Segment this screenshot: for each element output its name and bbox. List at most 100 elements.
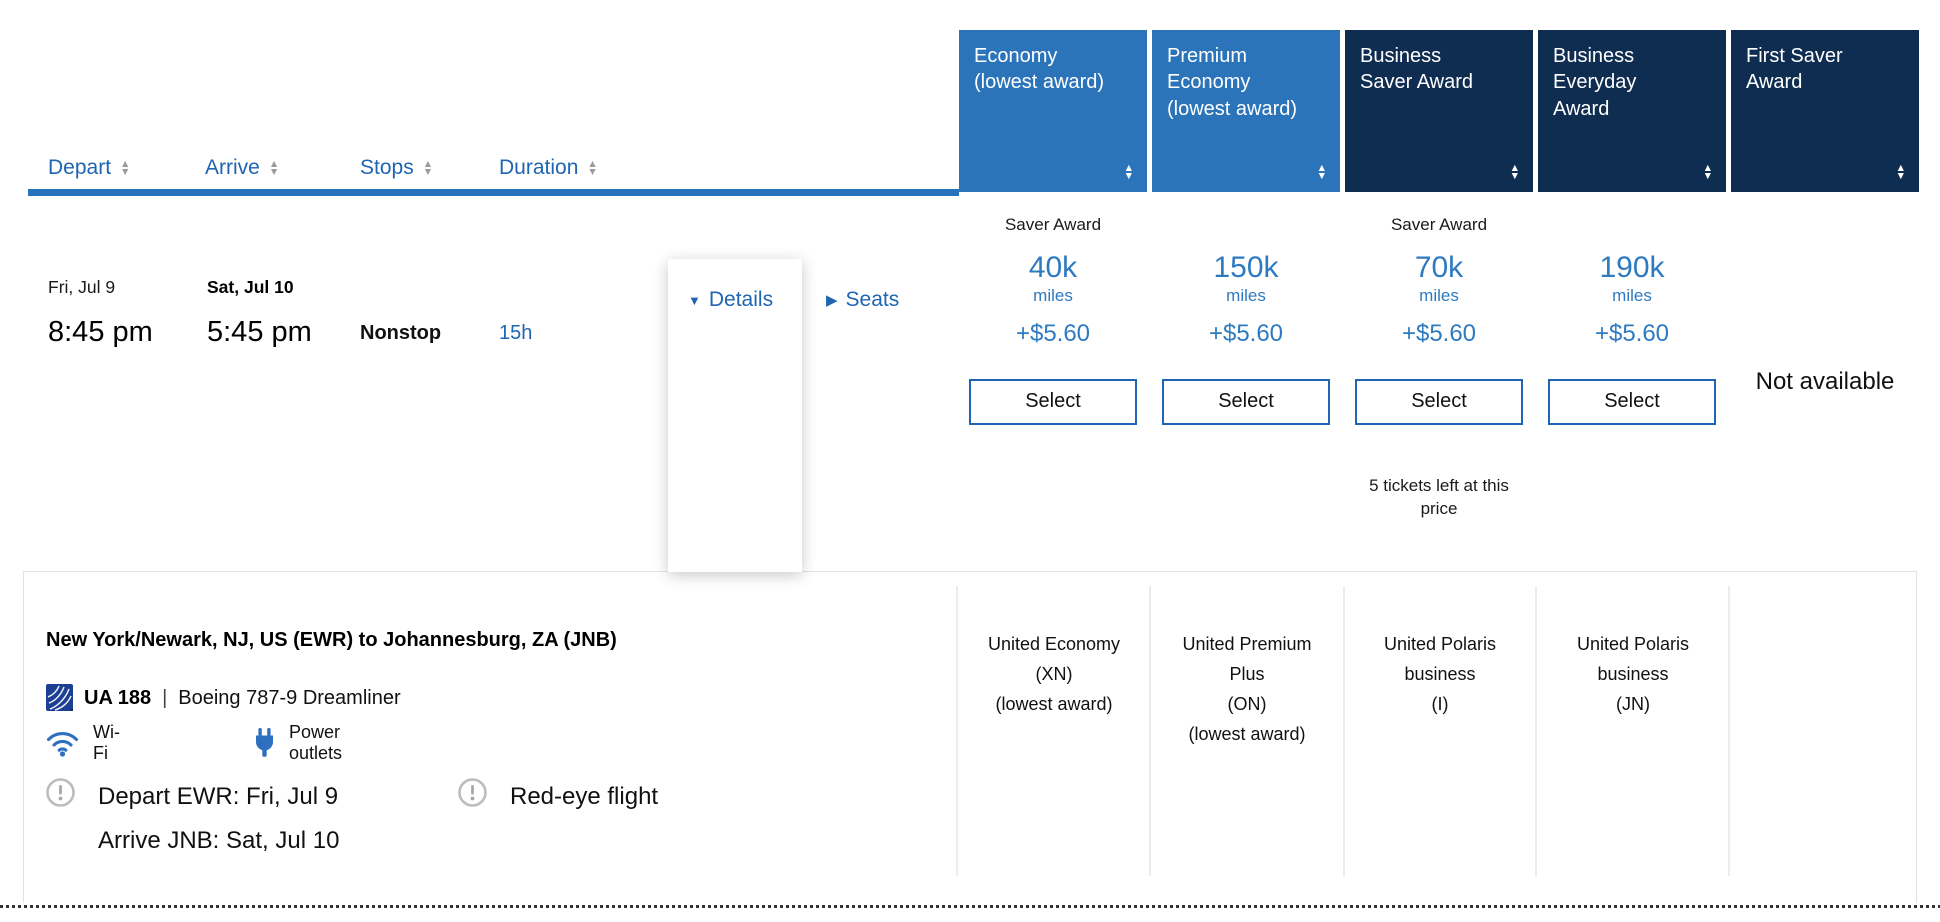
booking-class-economy: United Economy (XN) (lowest award) <box>960 629 1148 719</box>
redeye-notice: Red-eye flight <box>458 775 658 819</box>
fee-value: +$5.60 <box>1594 319 1670 347</box>
notice-line: Red-eye flight <box>510 783 659 810</box>
seats-label: Seats <box>845 288 900 311</box>
sort-arrows-icon: ▲ ▼ <box>587 157 598 178</box>
sort-arrows-icon: ▲ ▼ <box>422 157 434 178</box>
column-divider <box>1343 586 1345 876</box>
depart-date: Fri, Jul 9 <box>48 277 116 297</box>
sort-arrows-icon[interactable]: ▲ ▼ <box>1509 161 1520 182</box>
fare-cell-premium-economy: 150k miles +$5.60 Select <box>1152 215 1340 425</box>
booking-class-line: United Polaris <box>1383 634 1497 654</box>
saver-award-tag-spacer <box>1538 215 1726 241</box>
aircraft-type: Boeing 787-9 Dreamliner <box>178 686 401 709</box>
chevron-down-icon: ▼ <box>688 292 701 308</box>
arrive-time: 5:45 pm <box>207 316 312 348</box>
fare-header-economy[interactable]: Economy (lowest award) ▲ ▼ <box>959 30 1147 192</box>
miles-unit: miles <box>1033 285 1073 305</box>
miles-unit: miles <box>1419 285 1459 305</box>
amenity-label: Wi-Fi <box>93 722 120 763</box>
details-label: Details <box>708 288 774 311</box>
select-economy-button[interactable]: Select <box>969 378 1137 425</box>
miles-value: 190k <box>1599 251 1665 284</box>
booking-class-line: United Economy <box>987 634 1121 654</box>
select-business-saver-button[interactable]: Select <box>1355 378 1523 425</box>
details-dropdown-strip <box>668 259 802 572</box>
tickets-left-note: 5 tickets left at this price <box>1369 475 1509 518</box>
sort-arrive[interactable]: Arrive ▲ ▼ <box>205 156 279 180</box>
details-toggle[interactable]: ▼ Details <box>688 288 773 312</box>
sort-depart[interactable]: Depart ▲ ▼ <box>48 156 130 180</box>
booking-class-line: (JN) <box>1616 694 1650 714</box>
booking-class-line: (lowest award) <box>1188 724 1306 744</box>
amenity-label: Power outlets <box>289 722 343 763</box>
notice-line: Arrive JNB: Sat, Jul 10 <box>98 827 340 854</box>
booking-class-line: United Polaris <box>1576 634 1690 654</box>
miles-value: 40k <box>1028 251 1078 284</box>
flight-number: UA 188 <box>84 686 152 709</box>
fare-cell-economy: Saver Award 40k miles +$5.60 Select <box>959 215 1147 425</box>
saver-award-tag-spacer <box>1152 215 1340 241</box>
united-logo-icon <box>46 684 73 712</box>
fare-header-label: Business Saver Award <box>1360 45 1474 94</box>
booking-class-line: (ON) <box>1227 694 1267 714</box>
schedule-notice: Depart EWR: Fri, Jul 9 Arrive JNB: Sat, … <box>46 775 339 863</box>
fare-cell-first-saver: Not available <box>1731 215 1919 396</box>
flight-info-line: UA 188 | Boeing 787-9 Dreamliner <box>46 684 401 712</box>
saver-award-tag: Saver Award <box>1004 215 1102 234</box>
seats-toggle[interactable]: ▶ Seats <box>826 288 899 312</box>
fare-header-first-saver[interactable]: First Saver Award ▲ ▼ <box>1731 30 1919 192</box>
sort-label: Stops <box>360 156 414 179</box>
sort-arrows-icon[interactable]: ▲ ▼ <box>1895 161 1906 182</box>
header-underline <box>28 189 959 196</box>
fare-header-business-everyday[interactable]: Business Everyday Award ▲ ▼ <box>1538 30 1726 192</box>
sort-arrows-icon[interactable]: ▲ ▼ <box>1123 161 1134 182</box>
column-divider <box>1728 586 1730 876</box>
saver-award-tag: Saver Award <box>1390 215 1488 234</box>
sort-arrows-icon: ▲ ▼ <box>268 157 280 178</box>
fee-value: +$5.60 <box>1401 319 1477 347</box>
booking-class-line: business <box>1404 664 1476 684</box>
depart-time: 8:45 pm <box>48 316 153 348</box>
notice-line: Depart EWR: Fri, Jul 9 <box>98 783 339 810</box>
sort-label: Arrive <box>205 156 260 179</box>
booking-class-polaris-i: United Polaris business (I) <box>1346 629 1534 719</box>
fare-cell-business-everyday: 190k miles +$5.60 Select <box>1538 215 1726 425</box>
sort-arrows-icon[interactable]: ▲ ▼ <box>1316 161 1327 182</box>
miles-unit: miles <box>1226 285 1266 305</box>
column-divider <box>1149 586 1151 876</box>
wifi-amenity: Wi-Fi <box>46 722 120 764</box>
booking-class-polaris-jn: United Polaris business (JN) <box>1539 629 1727 719</box>
select-business-everyday-button[interactable]: Select <box>1548 378 1716 425</box>
power-amenity: Power outlets <box>254 722 342 764</box>
sort-label: Duration <box>499 156 579 179</box>
sort-stops[interactable]: Stops ▲ ▼ <box>360 156 433 180</box>
alert-icon <box>46 778 75 863</box>
sort-duration[interactable]: Duration ▲ ▼ <box>499 156 598 180</box>
wifi-icon <box>46 729 79 757</box>
results-bottom-divider <box>0 905 1940 908</box>
booking-class-line: (I) <box>1431 694 1449 714</box>
booking-class-line: (XN) <box>1035 664 1073 684</box>
separator: | <box>162 686 168 709</box>
not-available-text: Not available <box>1755 368 1895 395</box>
miles-unit: miles <box>1612 285 1652 305</box>
fare-header-label: Economy (lowest award) <box>974 45 1105 94</box>
duration-value[interactable]: 15h <box>499 322 533 344</box>
route-title: New York/Newark, NJ, US (EWR) to Johanne… <box>46 629 617 651</box>
stops-value: Nonstop <box>360 322 442 344</box>
booking-class-line: business <box>1597 664 1669 684</box>
power-outlet-icon <box>254 727 275 759</box>
miles-value: 70k <box>1414 251 1464 284</box>
fare-header-label: First Saver Award <box>1746 45 1843 94</box>
select-premium-economy-button[interactable]: Select <box>1162 378 1330 425</box>
booking-class-premium-plus: United Premium Plus (ON) (lowest award) <box>1153 629 1341 749</box>
alert-icon <box>458 778 487 819</box>
fare-header-premium-economy[interactable]: Premium Economy (lowest award) ▲ ▼ <box>1152 30 1340 192</box>
flight-details-panel: New York/Newark, NJ, US (EWR) to Johanne… <box>23 571 1917 903</box>
sort-label: Depart <box>48 156 112 179</box>
fare-header-business-saver[interactable]: Business Saver Award ▲ ▼ <box>1345 30 1533 192</box>
sort-arrows-icon[interactable]: ▲ ▼ <box>1702 161 1713 182</box>
column-divider <box>1535 586 1537 876</box>
fare-header-label: Premium Economy (lowest award) <box>1167 45 1298 120</box>
